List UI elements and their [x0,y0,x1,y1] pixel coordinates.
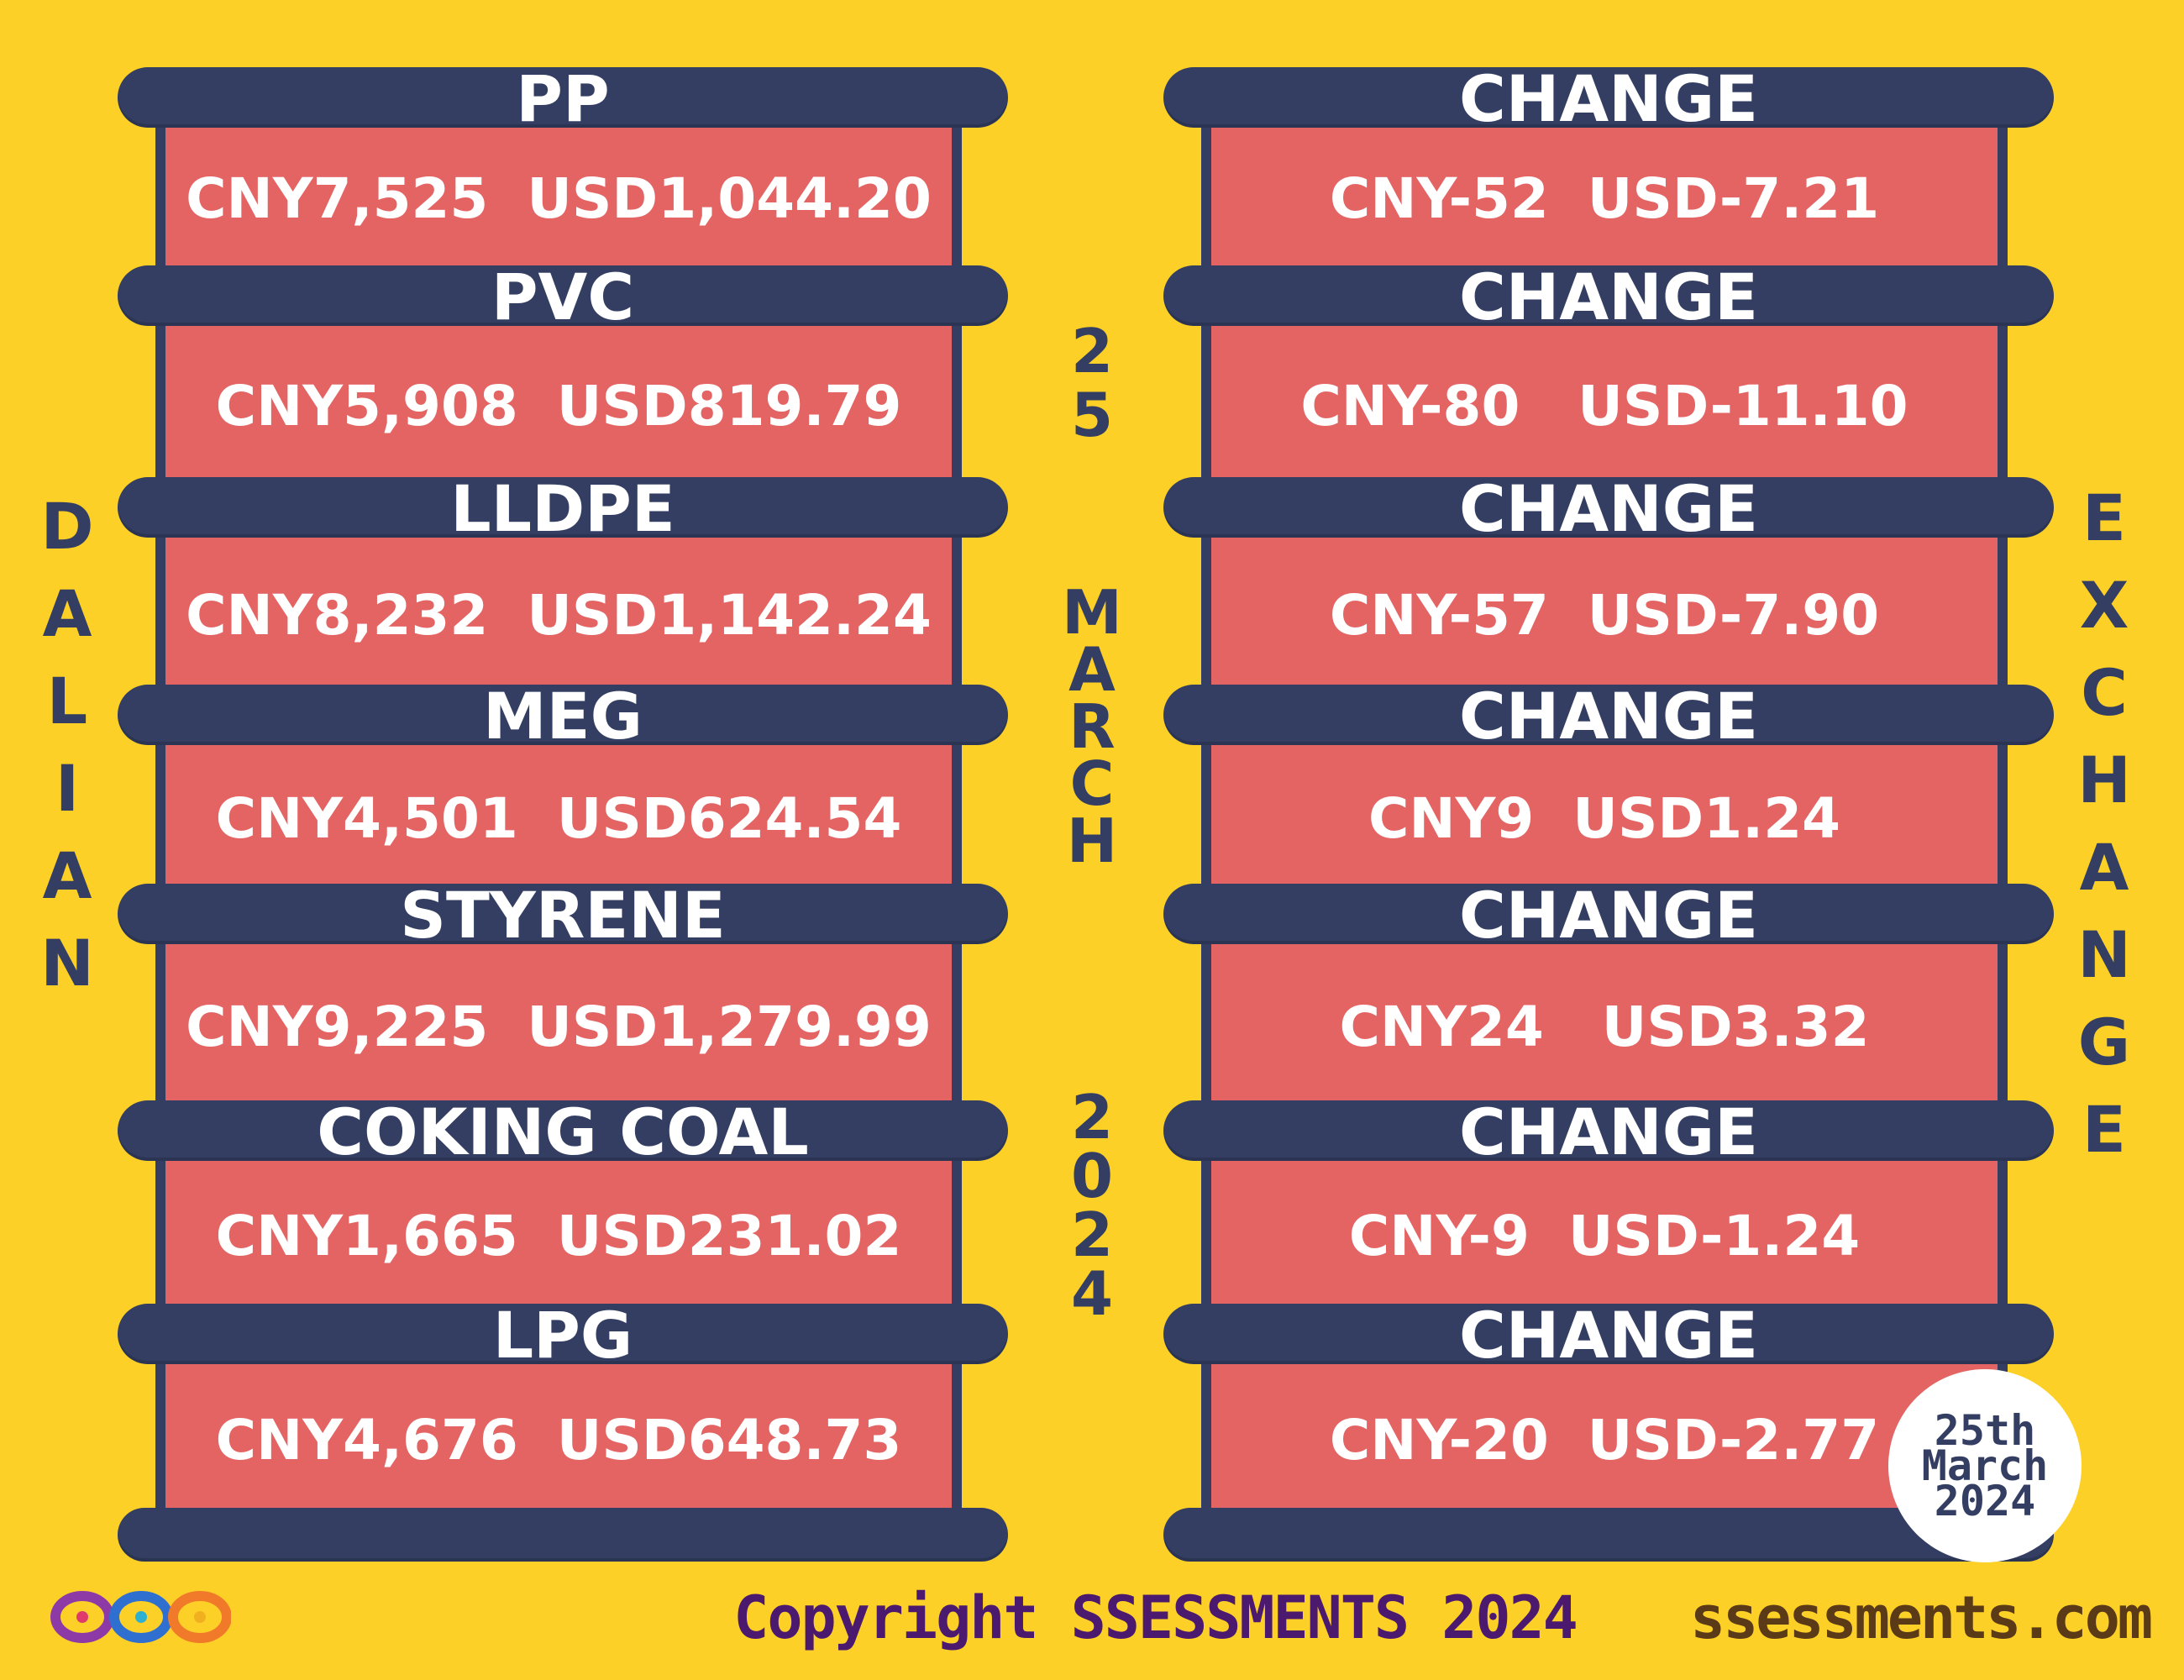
product-name-header: MEG [118,685,1008,748]
date-stamp-month: March [1921,1441,2049,1490]
change-panel: CNY24 USD3.32 [1201,944,2008,1109]
date-char: C [1069,748,1115,819]
vertical-date-year: 2 0 2 4 [1054,1082,1130,1329]
title-letter: C [2081,655,2128,730]
change-panel: CNY-57 USD-7.90 [1201,538,2008,693]
title-letter: H [2077,743,2131,817]
change-panel: CNY-9 USD-1.24 [1201,1161,2008,1310]
vertical-date-day: 2 5 [1054,319,1130,447]
copyright-text: Copyright SSESSMENTS 2024 [733,1583,1578,1652]
date-char: R [1068,691,1116,762]
date-char: 2 [1070,1082,1114,1152]
change-header: CHANGE [1163,884,2054,948]
date-char: H [1066,806,1118,876]
product-price-panel: CNY8,232 USD1,142.24 [155,538,962,693]
product-price-panel: CNY4,676 USD648.73 [155,1364,962,1515]
date-char: A [1068,634,1116,705]
vertical-title-dalian: D A L I A N [29,483,105,1007]
product-price-panel: CNY1,665 USD231.02 [155,1161,962,1310]
date-char: 2 [1070,1200,1114,1270]
title-letter: E [2082,1092,2126,1167]
date-stamp-year: 2024 [1934,1477,2036,1525]
date-stamp-badge: 25th March 2024 [1888,1369,2082,1562]
product-name-header: COKING COAL [118,1100,1008,1164]
change-header: CHANGE [1163,67,2054,131]
ssessments-logo-icon [50,1591,231,1643]
title-letter: X [2079,568,2129,643]
product-price-panel: CNY4,501 USD624.54 [155,745,962,892]
title-letter: A [42,838,92,913]
vertical-date-month: M A R C H [1054,577,1130,876]
title-letter: I [55,751,80,826]
product-name-header: PP [118,67,1008,131]
date-char: 5 [1070,380,1114,450]
date-char: M [1062,577,1122,648]
change-header: CHANGE [1163,477,2054,541]
date-char: 0 [1070,1141,1114,1211]
title-letter: E [2082,480,2126,555]
vertical-title-exchange: E X C H A N G E [2066,475,2142,1173]
bottom-band [118,1508,1008,1562]
title-letter: L [46,664,88,738]
product-name-header: STYRENE [118,884,1008,948]
date-stamp-day: 25th [1934,1406,2036,1455]
product-name-header: LPG [118,1304,1008,1368]
title-letter: A [42,576,92,651]
date-char: 2 [1070,316,1114,386]
title-letter: D [40,489,94,564]
product-price-panel: CNY7,525 USD1,044.20 [155,128,962,269]
title-letter: N [40,926,94,1000]
title-letter: G [2077,1005,2131,1079]
product-name-header: PVC [118,265,1008,329]
change-column: CHANGE CNY-52 USD-7.21 CHANGE CNY-80 USD… [1163,0,2054,1579]
date-char: 4 [1070,1258,1114,1329]
product-name-header: LLDPE [118,477,1008,541]
change-panel: CNY-80 USD-11.10 [1201,326,2008,486]
change-panel: CNY-52 USD-7.21 [1201,128,2008,269]
change-header: CHANGE [1163,1100,2054,1164]
change-header: CHANGE [1163,685,2054,748]
change-panel: CNY9 USD1.24 [1201,745,2008,892]
change-header: CHANGE [1163,1304,2054,1368]
website-link[interactable]: ssessments.com [1689,1583,2153,1652]
title-letter: A [2079,830,2129,905]
product-price-column: PP CNY7,525 USD1,044.20 PVC CNY5,908 USD… [118,0,1008,1579]
title-letter: N [2077,917,2131,992]
change-panel: CNY-20 USD-2.77 [1201,1364,2008,1515]
product-price-panel: CNY9,225 USD1,279.99 [155,944,962,1109]
change-header: CHANGE [1163,265,2054,329]
product-price-panel: CNY5,908 USD819.79 [155,326,962,486]
